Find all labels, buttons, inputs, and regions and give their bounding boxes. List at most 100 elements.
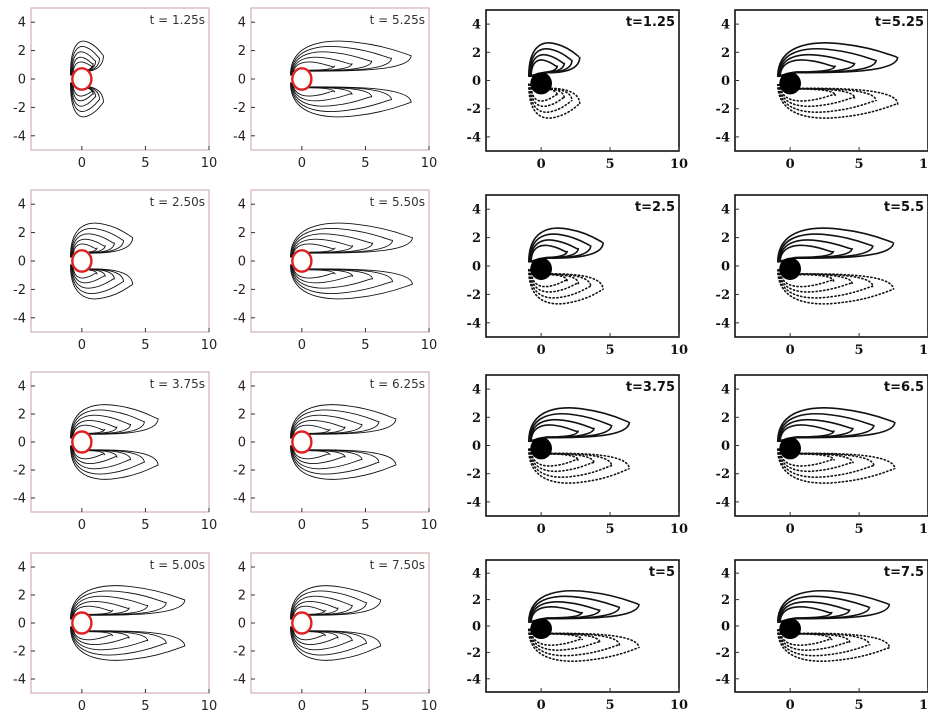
label-background <box>617 13 675 29</box>
x-tick-label: 5 <box>606 157 615 172</box>
y-tick-label: 4 <box>721 383 730 398</box>
x-tick-label: 5 <box>606 522 615 537</box>
y-tick-label: -4 <box>716 672 730 687</box>
x-tick-label: 0 <box>298 699 306 714</box>
y-tick-label: 4 <box>472 203 481 218</box>
cylinder-marker <box>71 249 93 273</box>
cylinder-marker <box>71 611 93 635</box>
x-tick-label: 5 <box>606 698 615 713</box>
lower-vortex-contour <box>778 448 854 473</box>
plot-frame <box>30 7 210 151</box>
plot-frame <box>30 371 210 513</box>
plot-frame <box>30 189 210 333</box>
y-tick-label: 4 <box>238 198 246 213</box>
y-tick-label: 4 <box>472 18 481 33</box>
lower-vortex-contour <box>527 268 604 305</box>
time-label: t = 5.00s <box>150 558 205 572</box>
time-label: t=3.75 <box>626 380 675 395</box>
y-tick-label: 2 <box>721 593 730 608</box>
x-tick-label: 5 <box>141 338 149 353</box>
y-tick-label: 0 <box>721 620 730 635</box>
cylinder-marker <box>779 257 801 281</box>
y-tick-label: 4 <box>472 567 481 582</box>
y-tick-label: 2 <box>18 226 26 241</box>
x-tick-label: 5 <box>141 518 149 533</box>
x-tick-label: 5 <box>855 522 864 537</box>
cylinder-marker <box>530 618 552 640</box>
time-label: t=1.25 <box>626 15 675 30</box>
x-tick-label: 0 <box>78 156 86 171</box>
time-label: t = 3.75s <box>150 377 205 391</box>
y-tick-label: -4 <box>13 129 26 144</box>
y-tick-label: 2 <box>721 231 730 246</box>
cylinder-marker <box>779 437 801 460</box>
x-tick-label: 10 <box>421 699 438 714</box>
y-tick-label: -2 <box>716 288 730 303</box>
label-background <box>139 375 205 391</box>
y-tick-label: 0 <box>18 255 26 270</box>
label-background <box>139 193 205 209</box>
y-tick-label: 2 <box>18 44 26 59</box>
contour-panel-left_group-6: 0 5 10 4 2 0 -2 -4 t = 5.00s <box>13 552 217 714</box>
y-tick-label: 4 <box>721 18 730 33</box>
y-tick-label: -2 <box>467 102 481 117</box>
contour-panel-left_group-5: 0 5 10 4 2 0 -2 -4 t = 6.25s <box>233 371 437 533</box>
x-tick-label: 5 <box>361 699 369 714</box>
time-label: t = 6.25s <box>370 377 425 391</box>
x-tick-label: 0 <box>537 157 546 172</box>
label-background <box>359 11 425 27</box>
contour-panel-right_group-2: 0 5 10 4 2 0 -2 -4 t=2.5 <box>467 194 688 358</box>
y-tick-label: -2 <box>13 283 26 298</box>
y-tick-label: 0 <box>472 74 481 89</box>
y-tick-label: -2 <box>467 646 481 661</box>
x-tick-label: 5 <box>606 343 615 358</box>
x-tick-label: 5 <box>855 343 864 358</box>
cylinder-marker <box>291 430 313 454</box>
x-tick-label: 10 <box>201 338 218 353</box>
contour-panel-right_group-0: 0 5 10 4 2 0 -2 -4 t=1.25 <box>467 9 688 172</box>
lower-vortex-contour <box>528 83 573 113</box>
y-tick-label: 4 <box>721 203 730 218</box>
x-tick-label: 0 <box>78 699 86 714</box>
time-label: t=5.25 <box>875 15 924 30</box>
y-tick-label: -4 <box>233 311 246 326</box>
cylinder-marker <box>530 437 552 460</box>
cylinder-marker <box>291 67 313 91</box>
x-tick-label: 0 <box>786 522 795 537</box>
cylinder-marker <box>291 249 313 273</box>
y-tick-label: 0 <box>18 436 26 451</box>
x-tick-label: 0 <box>298 156 306 171</box>
cylinder-marker <box>779 618 801 640</box>
x-tick-label: 10 <box>201 156 218 171</box>
contour-panel-right_group-5: 0 5 10 4 2 0 -2 -4 t=6.5 <box>716 374 928 537</box>
time-label: t=2.5 <box>635 200 675 215</box>
y-tick-label: 0 <box>721 260 730 275</box>
contour-panel-left_group-2: 0 5 10 4 2 0 -2 -4 t = 2.50s <box>13 189 218 353</box>
cylinder-marker <box>71 67 93 91</box>
y-tick-label: 4 <box>721 567 730 582</box>
y-tick-label: -4 <box>716 130 730 145</box>
label-background <box>359 375 425 391</box>
y-tick-label: -2 <box>233 645 246 660</box>
y-tick-label: -2 <box>467 288 481 303</box>
contour-panel-left_group-1: 0 5 10 4 2 0 -2 -4 t = 5.25s <box>233 7 437 171</box>
lower-vortex-contour <box>528 268 592 299</box>
y-tick-label: 2 <box>472 593 481 608</box>
y-tick-label: 4 <box>238 16 246 31</box>
cylinder-marker <box>530 257 552 281</box>
y-tick-label: -4 <box>467 672 481 687</box>
y-tick-label: 0 <box>238 255 246 270</box>
y-tick-label: -2 <box>467 467 481 482</box>
time-label: t = 1.25s <box>150 13 205 27</box>
y-tick-label: 2 <box>721 46 730 61</box>
y-tick-label: 0 <box>721 74 730 89</box>
x-tick-label: 0 <box>298 518 306 533</box>
contour-panel-left_group-3: 0 5 10 4 2 0 -2 -4 t = 5.50s <box>233 189 437 353</box>
y-tick-label: -4 <box>467 130 481 145</box>
y-tick-label: 2 <box>721 411 730 426</box>
cylinder-marker <box>779 72 801 95</box>
plot-frame <box>250 189 430 333</box>
y-tick-label: 2 <box>238 226 246 241</box>
cylinder-marker <box>291 611 313 635</box>
label-background <box>866 378 924 394</box>
